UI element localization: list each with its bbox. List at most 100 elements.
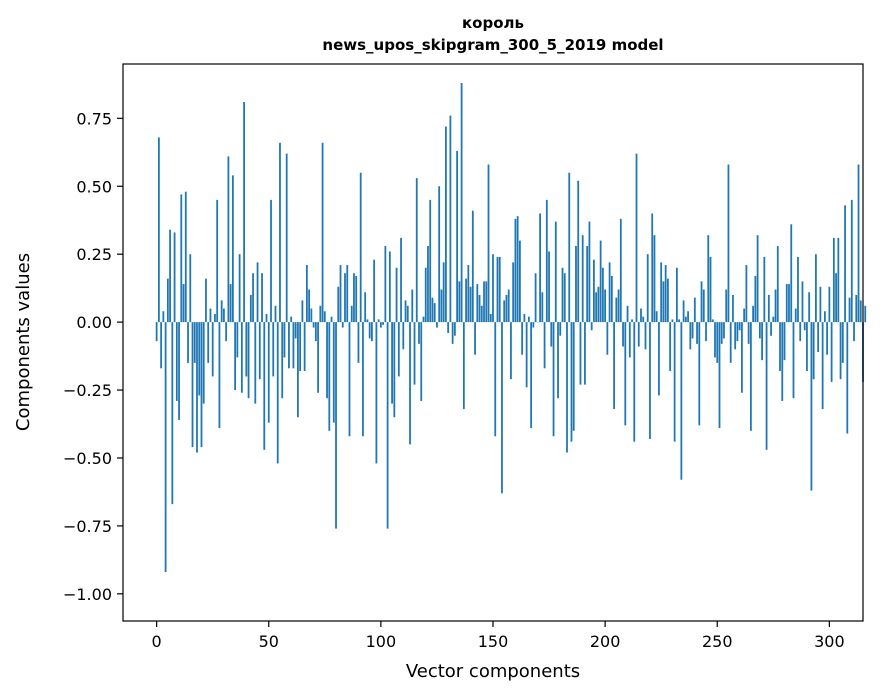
bar-60 bbox=[290, 316, 293, 323]
bar-18 bbox=[196, 322, 198, 453]
bar-304 bbox=[837, 237, 840, 323]
bar-250 bbox=[716, 322, 719, 363]
y-tick-label: −0.25 bbox=[63, 381, 112, 400]
bar-5 bbox=[166, 278, 169, 323]
bar-224 bbox=[658, 322, 660, 396]
bar-249 bbox=[714, 322, 716, 358]
bar-303 bbox=[835, 273, 837, 323]
bar-143 bbox=[476, 284, 479, 323]
bar-1 bbox=[157, 137, 160, 323]
bar-54 bbox=[276, 322, 279, 464]
bar-271 bbox=[763, 256, 766, 323]
bar-180 bbox=[559, 322, 562, 336]
bar-241 bbox=[696, 322, 698, 344]
bar-238 bbox=[689, 322, 692, 350]
bar-264 bbox=[747, 322, 750, 344]
bar-168 bbox=[532, 322, 535, 328]
bar-302 bbox=[832, 237, 835, 323]
bar-69 bbox=[310, 308, 313, 323]
bar-70 bbox=[312, 322, 315, 328]
bar-216 bbox=[640, 308, 642, 323]
bar-113 bbox=[409, 322, 411, 445]
bar-231 bbox=[673, 322, 676, 442]
bar-211 bbox=[628, 322, 631, 358]
bar-158 bbox=[510, 322, 512, 380]
bar-253 bbox=[723, 322, 725, 339]
bar-128 bbox=[442, 262, 445, 323]
bar-164 bbox=[523, 313, 526, 323]
bar-50 bbox=[267, 322, 270, 423]
bar-172 bbox=[541, 292, 544, 323]
bar-80 bbox=[335, 322, 337, 529]
bar-27 bbox=[216, 199, 219, 323]
x-tick-label: 50 bbox=[259, 632, 279, 651]
bar-218 bbox=[644, 322, 647, 350]
bar-273 bbox=[767, 294, 770, 323]
bar-160 bbox=[514, 218, 517, 323]
bar-237 bbox=[687, 311, 689, 323]
bar-87 bbox=[350, 305, 353, 323]
bar-217 bbox=[642, 316, 645, 323]
bar-290 bbox=[806, 322, 808, 372]
bar-213 bbox=[633, 322, 636, 442]
bar-88 bbox=[353, 273, 355, 323]
y-tick-label: 0.00 bbox=[76, 313, 112, 332]
bar-10 bbox=[178, 322, 180, 420]
bar-82 bbox=[339, 265, 342, 323]
bar-248 bbox=[711, 319, 714, 323]
bar-123 bbox=[431, 297, 434, 323]
bar-162 bbox=[519, 240, 521, 323]
bar-146 bbox=[483, 281, 485, 323]
bar-242 bbox=[698, 322, 701, 426]
bar-267 bbox=[754, 275, 757, 323]
bar-307 bbox=[844, 205, 846, 323]
bar-19 bbox=[198, 322, 201, 396]
bar-177 bbox=[552, 322, 555, 437]
bar-258 bbox=[734, 322, 737, 350]
bar-83 bbox=[341, 322, 344, 328]
bar-196 bbox=[595, 292, 598, 323]
bar-221 bbox=[651, 213, 654, 323]
bar-280 bbox=[783, 322, 786, 361]
bar-300 bbox=[828, 286, 831, 323]
bar-183 bbox=[566, 322, 568, 453]
bar-225 bbox=[660, 262, 663, 323]
bar-148 bbox=[487, 164, 490, 323]
bar-289 bbox=[803, 322, 806, 331]
bar-91 bbox=[359, 172, 362, 323]
bar-165 bbox=[525, 322, 528, 388]
bar-138 bbox=[465, 278, 467, 323]
bar-197 bbox=[597, 286, 600, 323]
bar-118 bbox=[420, 322, 423, 401]
bar-94 bbox=[366, 319, 369, 323]
bar-47 bbox=[261, 273, 263, 323]
bar-260 bbox=[738, 322, 741, 331]
bar-151 bbox=[494, 322, 497, 437]
bar-222 bbox=[653, 235, 656, 323]
bar-275 bbox=[772, 316, 775, 323]
bar-127 bbox=[440, 289, 443, 323]
bar-134 bbox=[456, 150, 459, 323]
bar-203 bbox=[610, 275, 613, 323]
bar-281 bbox=[785, 284, 788, 323]
y-axis: −1.00 −0.75 −0.50 −0.25 0.00 0.25 0.50 0.75 bbox=[63, 109, 123, 604]
bar-64 bbox=[299, 322, 302, 372]
bar-90 bbox=[357, 322, 360, 363]
bar-205 bbox=[615, 297, 618, 323]
bar-154 bbox=[501, 322, 503, 494]
bar-43 bbox=[252, 273, 254, 323]
bar-42 bbox=[249, 294, 252, 323]
bar-232 bbox=[675, 267, 678, 323]
bar-131 bbox=[449, 115, 452, 323]
bar-294 bbox=[815, 254, 817, 323]
bar-266 bbox=[752, 305, 755, 323]
bar-7 bbox=[171, 322, 174, 505]
bar-81 bbox=[337, 286, 340, 323]
bar-107 bbox=[395, 267, 398, 323]
bar-184 bbox=[568, 172, 571, 323]
bar-220 bbox=[649, 322, 651, 439]
bar-37 bbox=[238, 254, 241, 323]
bar-103 bbox=[386, 322, 389, 529]
bar-156 bbox=[505, 294, 508, 323]
bar-233 bbox=[678, 319, 681, 323]
